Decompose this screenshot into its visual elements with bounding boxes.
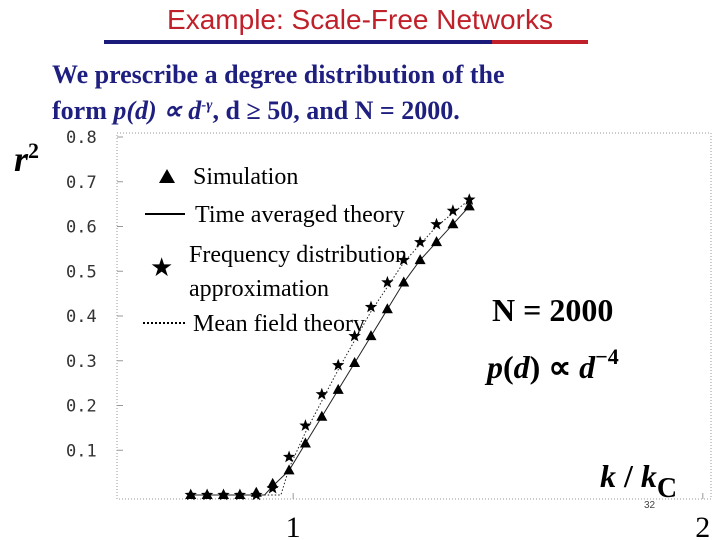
frequency-approximation-point <box>299 419 312 431</box>
simulation-point <box>447 218 459 229</box>
subtitle-prefix: form <box>52 96 107 125</box>
y-tick-label: 0.8 <box>66 128 97 148</box>
legend-time-averaged: Time averaged theory <box>195 202 405 228</box>
subtitle-line-2: form p(d) ∝ d-γ, d ≥ 50, and N = 2000. <box>52 96 460 126</box>
x-axis-label: k / kC <box>600 458 677 504</box>
frequency-approximation-point <box>217 488 230 501</box>
legend-simulation: Simulation <box>193 164 298 190</box>
simulation-point <box>316 410 328 421</box>
legend-frequency-line2: approximation <box>189 276 329 302</box>
subtitle-formula: p(d) ∝ d <box>113 96 202 125</box>
title-underline-dark <box>104 40 492 44</box>
frequency-approximation-point <box>315 387 328 400</box>
frequency-approximation-point <box>430 217 443 230</box>
simulation-point <box>381 303 393 314</box>
title-underline-red <box>492 40 588 44</box>
simulation-point <box>283 464 295 475</box>
simulation-point <box>349 356 361 367</box>
frequency-approximation-point <box>364 300 378 313</box>
legend-star-icon: ★ <box>150 253 173 282</box>
simulation-point <box>431 236 443 247</box>
legend-mean-field: Mean field theory <box>193 311 365 337</box>
simulation-point <box>414 254 426 265</box>
subtitle-exponent: -γ <box>201 97 213 114</box>
x-tick-label: 1 <box>286 511 301 540</box>
frequency-approximation-point <box>332 358 345 371</box>
legend-triangle-icon <box>159 169 175 183</box>
frequency-approximation-point <box>266 481 279 494</box>
frequency-approximation-point <box>282 450 296 463</box>
y-tick-label: 0.2 <box>66 397 97 417</box>
y-tick-label: 0.7 <box>66 173 97 193</box>
y-tick-label: 0.1 <box>66 441 97 461</box>
frequency-approximation-point <box>463 193 476 205</box>
simulation-point <box>365 330 377 341</box>
simulation-point <box>299 437 311 448</box>
y-tick-label: 0.5 <box>66 262 97 282</box>
annotation-n: N = 2000 <box>492 292 613 328</box>
y-tick-label: 0.4 <box>66 307 97 327</box>
simulation-point <box>332 383 344 394</box>
y-tick-label: 0.6 <box>66 218 97 238</box>
x-tick-label: 2 <box>695 511 710 540</box>
frequency-approximation-point <box>250 488 263 501</box>
y-tick-label: 0.3 <box>66 352 97 372</box>
frequency-approximation-point <box>446 204 460 217</box>
frequency-approximation-point <box>397 253 410 266</box>
y-axis-label: r2 <box>14 138 40 179</box>
slide-title: Example: Scale-Free Networks <box>167 4 553 35</box>
frequency-approximation-point <box>348 329 361 342</box>
subtitle-line-1: We prescribe a degree distribution of th… <box>52 60 505 89</box>
subtitle-condition: , d ≥ 50, and N = 2000. <box>212 96 460 125</box>
legend-frequency-line1: Frequency distribution <box>189 242 407 268</box>
frequency-approximation-point <box>184 488 197 501</box>
annotation-pd: p(d) ∝ d−4 <box>484 344 619 385</box>
page-number: 32 <box>644 500 656 511</box>
simulation-point <box>463 200 475 211</box>
frequency-approximation-point <box>414 235 427 248</box>
simulation-point <box>398 276 410 287</box>
frequency-approximation-point <box>200 488 214 501</box>
frequency-approximation-point <box>233 488 247 501</box>
frequency-approximation-point <box>381 275 394 288</box>
legend: Simulation Time averaged theory ★ Freque… <box>143 164 407 337</box>
